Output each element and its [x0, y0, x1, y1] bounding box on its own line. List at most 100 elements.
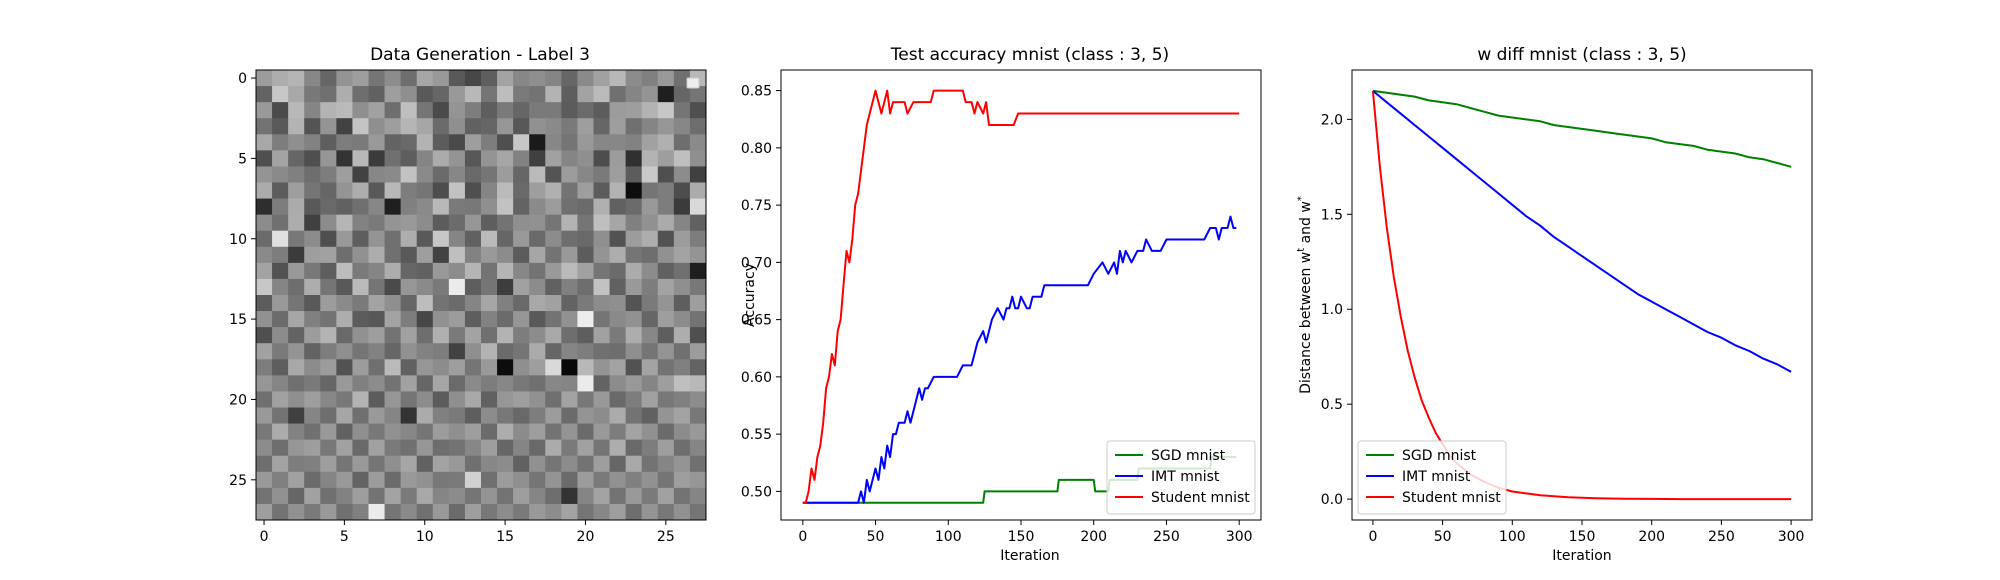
- heatmap-cell: [432, 375, 450, 392]
- heatmap-cell: [384, 359, 402, 376]
- heatmap-cell: [545, 150, 562, 167]
- heatmap-cell: [400, 343, 418, 360]
- heatmap-cell: [336, 487, 353, 505]
- heatmap-cell: [641, 214, 659, 232]
- heatmap-cell: [657, 246, 675, 264]
- heatmap-cell: [625, 118, 643, 135]
- heatmap-cell: [609, 70, 627, 87]
- heatmap-cell: [464, 246, 482, 264]
- heatmap-cell: [625, 359, 643, 376]
- wdiff-y-label-mid: and w: [1298, 201, 1314, 248]
- heatmap-cell: [497, 471, 514, 489]
- heatmap-cell: [689, 182, 707, 199]
- heatmap-cell: [304, 295, 321, 312]
- heatmap-cell: [400, 391, 418, 408]
- accuracy-title: Test accuracy mnist (class : 3, 5): [890, 45, 1169, 65]
- heatmap-cell: [513, 455, 530, 473]
- heatmap-cell: [577, 134, 594, 151]
- heatmap-cell: [625, 70, 643, 87]
- heatmap-cell: [577, 391, 594, 408]
- heatmap-cell: [256, 375, 273, 392]
- heatmap-cell: [320, 118, 337, 135]
- heatmap-cell: [288, 343, 305, 360]
- y-tick-label: 0.65: [741, 313, 772, 329]
- heatmap-cell: [673, 230, 691, 248]
- heatmap-cell: [673, 278, 691, 296]
- x-tick-label: 200: [1638, 529, 1665, 545]
- heatmap-cell: [432, 198, 450, 216]
- heatmap-cell: [400, 503, 418, 521]
- heatmap-cell: [416, 182, 434, 199]
- heatmap-cell: [657, 214, 675, 232]
- wdiff-panel: w diff mnist (class : 3, 5) 0 50 100 150 200…: [1296, 45, 1813, 564]
- heatmap-cell: [368, 214, 385, 232]
- heatmap-cell: [464, 359, 482, 376]
- heatmap-cell: [641, 230, 659, 248]
- heatmap-cell: [657, 455, 675, 473]
- heatmap-cell: [625, 278, 643, 296]
- heatmap-cell: [657, 311, 675, 328]
- heatmap-cell: [272, 295, 289, 312]
- heatmap-cell: [384, 311, 402, 328]
- heatmap-cell: [513, 214, 530, 232]
- heatmap-cell: [256, 198, 273, 216]
- heatmap-cell: [368, 407, 385, 424]
- heatmap-cell: [577, 359, 594, 376]
- heatmap-cell: [625, 214, 643, 232]
- y-tick-label: 2.0: [1321, 112, 1343, 128]
- heatmap-cell: [593, 311, 610, 328]
- legend-label: Student mnist: [1402, 490, 1501, 506]
- wdiff-x-axis: 0 50 100 150 200 250 300: [1368, 520, 1804, 545]
- heatmap-cell: [336, 407, 353, 424]
- x-tick-label: 300: [1226, 529, 1253, 545]
- heatmap-cell: [384, 70, 402, 87]
- heatmap-cell: [384, 278, 402, 296]
- heatmap-cell: [561, 198, 578, 216]
- heatmap-cell: [545, 214, 562, 232]
- heatmap-cell: [497, 343, 514, 360]
- heatmap-cell: [272, 102, 289, 119]
- heatmap-cell: [352, 262, 369, 280]
- heatmap-cell: [577, 166, 594, 183]
- heatmap-cell: [625, 375, 643, 392]
- heatmap-cell: [577, 182, 594, 199]
- y-tick-label: 0.50: [741, 484, 772, 500]
- heatmap-cell: [416, 343, 434, 360]
- heatmap-cell: [336, 262, 353, 280]
- heatmap-cell: [481, 278, 498, 296]
- x-tick-label: 300: [1778, 529, 1805, 545]
- heatmap-cell: [673, 359, 691, 376]
- heatmap-cell: [513, 86, 530, 103]
- heatmap-cell: [400, 487, 418, 505]
- y-tick-label: 0.80: [741, 141, 772, 157]
- x-tick-label: 100: [935, 529, 962, 545]
- legend-label: SGD mnist: [1402, 448, 1477, 464]
- heatmap-cell: [272, 375, 289, 392]
- heatmap-cell: [336, 70, 353, 87]
- heatmap-cell: [304, 118, 321, 135]
- heatmap-cell: [352, 134, 369, 151]
- heatmap-cell: [464, 423, 482, 441]
- heatmap-cell: [609, 391, 627, 408]
- heatmap-cell: [497, 391, 514, 408]
- heatmap-cell: [304, 439, 321, 457]
- heatmap-cell: [641, 391, 659, 408]
- heatmap-cell: [448, 134, 466, 151]
- heatmap-cell: [641, 166, 659, 183]
- heatmap-cell: [432, 503, 450, 521]
- heatmap-cell: [689, 359, 707, 376]
- heatmap-cell: [545, 391, 562, 408]
- heatmap-cell: [513, 198, 530, 216]
- heatmap-cell: [320, 311, 337, 328]
- heatmap-cell: [400, 439, 418, 457]
- heatmap-cell: [432, 295, 450, 312]
- heatmap-cell: [288, 262, 305, 280]
- x-tick-label: 200: [1080, 529, 1107, 545]
- heatmap-cell: [481, 182, 498, 199]
- heatmap-cell: [448, 391, 466, 408]
- heatmap-cell: [416, 455, 434, 473]
- heatmap-cell: [497, 70, 514, 87]
- heatmap-cell: [657, 407, 675, 424]
- heatmap-cell: [593, 262, 610, 280]
- heatmap-cell: [625, 198, 643, 216]
